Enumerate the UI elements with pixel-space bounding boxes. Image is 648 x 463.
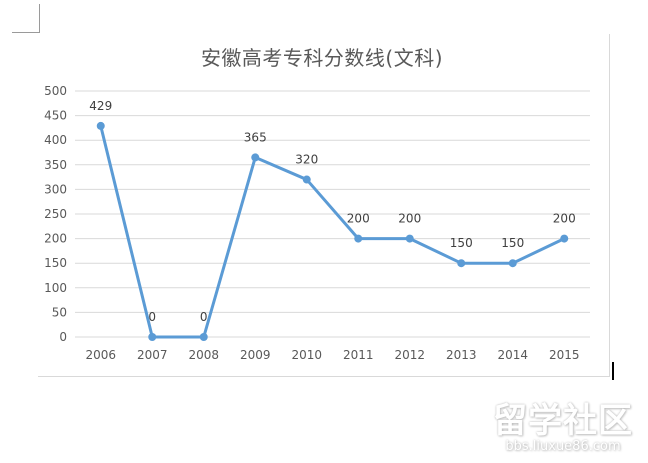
text-cursor (612, 362, 614, 380)
data-point-marker (199, 333, 208, 341)
x-tick-label: 2006 (85, 348, 116, 362)
data-label: 429 (89, 99, 112, 113)
y-tick-label: 50 (52, 305, 67, 319)
x-tick-label: 2013 (446, 348, 477, 362)
x-tick-label: 2008 (188, 348, 219, 362)
data-point-marker (96, 121, 105, 130)
y-tick-label: 450 (44, 109, 67, 123)
data-labels: 429 0 0 365 320 200 200 150 150 200 (89, 99, 575, 324)
data-label: 365 (244, 130, 267, 144)
x-tick-label: 2014 (497, 348, 528, 362)
data-label: 320 (295, 153, 318, 167)
data-label: 200 (553, 212, 576, 226)
y-tick-label: 150 (44, 256, 67, 270)
page-corner-mark (12, 4, 40, 33)
data-point-marker (405, 234, 414, 243)
watermark-url-text: bbs.liuxue86.com (505, 439, 621, 454)
data-point-marker (508, 259, 517, 268)
watermark: 留学社区 bbs.liuxue86.com (488, 402, 638, 454)
y-tick-label: 200 (44, 232, 67, 246)
y-tick-label: 300 (44, 182, 67, 196)
x-tick-label: 2012 (394, 348, 425, 362)
data-label: 150 (450, 236, 473, 250)
y-tick-label: 400 (44, 133, 67, 147)
chart-frame-right-border (609, 34, 610, 376)
chart-frame-bottom-border (38, 376, 610, 377)
data-label: 150 (501, 236, 524, 250)
y-tick-label: 500 (44, 84, 67, 98)
y-axis-tick-labels: 0 50 100 150 200 250 300 350 400 450 500 (44, 84, 67, 344)
data-point-marker (560, 234, 569, 243)
x-tick-label: 2007 (137, 348, 168, 362)
y-tick-label: 350 (44, 158, 67, 172)
y-tick-label: 250 (44, 207, 67, 221)
x-tick-label: 2009 (240, 348, 271, 362)
x-tick-label: 2010 (291, 348, 322, 362)
data-point-marker (302, 175, 311, 184)
data-point-marker (251, 153, 260, 162)
data-label: 0 (148, 310, 156, 324)
data-label: 0 (200, 310, 208, 324)
data-point-marker (354, 234, 363, 243)
y-tick-label: 100 (44, 281, 67, 295)
gridlines (75, 90, 590, 338)
series-line (99, 125, 565, 339)
data-point-marker (457, 259, 466, 268)
x-tick-label: 2011 (343, 348, 374, 362)
data-label: 200 (347, 212, 370, 226)
x-tick-label: 2015 (549, 348, 580, 362)
chart-title: 安徽高考专科分数线(文科) (200, 46, 444, 70)
watermark-main-text: 留学社区 (493, 401, 633, 441)
y-tick-label: 0 (59, 330, 67, 344)
data-series (96, 121, 569, 341)
data-point-marker (148, 333, 157, 341)
x-axis-tick-labels: 2006 2007 2008 2009 2010 2011 2012 2013 2014 2015 (85, 348, 579, 362)
data-label: 200 (398, 212, 421, 226)
